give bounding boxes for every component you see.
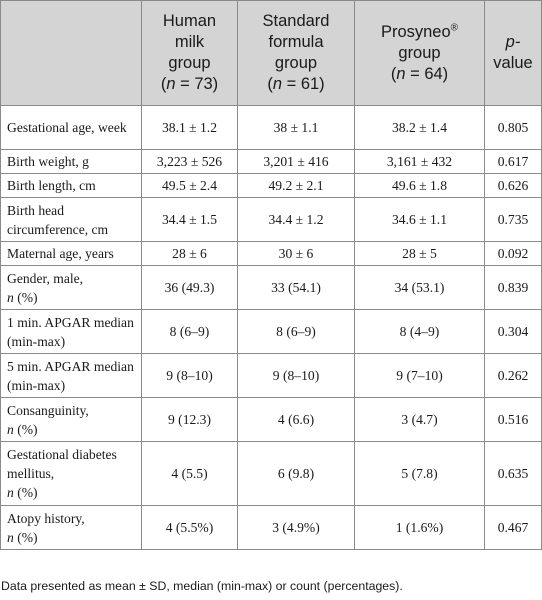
table-row: Birth head circumference, cm 34.4 ± 1.5 … [0, 197, 542, 242]
p-value-cell: 0.516 [484, 397, 542, 442]
header-human-milk-group: Human milk group (n = 73) [141, 0, 238, 106]
p-value-cell: 0.735 [484, 197, 542, 242]
p-value-cell: 0.467 [484, 505, 542, 550]
standard-formula-value: 3 (4.9%) [237, 505, 355, 550]
p-value-cell: 0.839 [484, 265, 542, 310]
prosyneo-value: 34 (53.1) [354, 265, 485, 310]
standard-formula-value: 6 (9.8) [237, 441, 355, 506]
prosyneo-value: 3 (4.7) [354, 397, 485, 442]
p-value-cell: 0.304 [484, 309, 542, 354]
prosyneo-value: 8 (4–9) [354, 309, 485, 354]
table-row: Gestational age, week 38.1 ± 1.2 38 ± 1.… [0, 105, 542, 150]
standard-formula-value: 9 (8–10) [237, 353, 355, 398]
human-milk-value: 38.1 ± 1.2 [141, 105, 238, 150]
registered-mark: ® [450, 22, 459, 33]
prosyneo-value: 34.6 ± 1.1 [354, 197, 485, 242]
p-value-cell: 0.092 [484, 241, 542, 266]
table-footnote: Data presented as mean ± SD, median (min… [1, 579, 403, 593]
prosyneo-value: 1 (1.6%) [354, 505, 485, 550]
row-label: Maternal age, years [0, 241, 142, 266]
row-label: Birth weight, g [0, 149, 142, 174]
row-label: Gender, male, n (%) [0, 265, 142, 310]
table-row: Birth length, cm 49.5 ± 2.4 49.2 ± 2.1 4… [0, 173, 542, 198]
human-milk-value: 8 (6–9) [141, 309, 238, 354]
standard-formula-value: 3,201 ± 416 [237, 149, 355, 174]
table-row: Gender, male, n (%) 36 (49.3) 33 (54.1) 3… [0, 265, 542, 310]
row-label: Consanguinity, n (%) [0, 397, 142, 442]
header-empty-cell [0, 0, 142, 106]
prosyneo-value: 3,161 ± 432 [354, 149, 485, 174]
human-milk-value: 9 (8–10) [141, 353, 238, 398]
table-row: Consanguinity, n (%) 9 (12.3) 4 (6.6) 3 (… [0, 397, 542, 442]
row-label: 1 min. APGAR median (min-max) [0, 309, 142, 354]
header-p-value: p- value [484, 0, 542, 106]
prosyneo-value: 9 (7–10) [354, 353, 485, 398]
prosyneo-value: 28 ± 5 [354, 241, 485, 266]
table-row: Maternal age, years 28 ± 6 30 ± 6 28 ± 5… [0, 241, 542, 266]
row-label: Gestational age, week [0, 105, 142, 150]
p-value-cell: 0.262 [484, 353, 542, 398]
human-milk-value: 3,223 ± 526 [141, 149, 238, 174]
table-row: 1 min. APGAR median (min-max) 8 (6–9) 8 … [0, 309, 542, 354]
standard-formula-value: 49.2 ± 2.1 [237, 173, 355, 198]
row-label: Gestational diabetes mellitus, n (%) [0, 441, 142, 506]
human-milk-value: 36 (49.3) [141, 265, 238, 310]
standard-formula-value: 30 ± 6 [237, 241, 355, 266]
human-milk-value: 28 ± 6 [141, 241, 238, 266]
header-prosyneo-group: Prosyneo® group (n = 64) [354, 0, 485, 106]
header-standard-formula-group: Standard formula group (n = 61) [237, 0, 355, 106]
human-milk-value: 34.4 ± 1.5 [141, 197, 238, 242]
header-row: Human milk group (n = 73) Standard formu… [0, 0, 542, 106]
prosyneo-value: 38.2 ± 1.4 [354, 105, 485, 150]
row-label: Birth head circumference, cm [0, 197, 142, 242]
table-row: 5 min. APGAR median (min-max) 9 (8–10) 9… [0, 353, 542, 398]
row-label: Birth length, cm [0, 173, 142, 198]
p-value-cell: 0.617 [484, 149, 542, 174]
row-label: 5 min. APGAR median (min-max) [0, 353, 142, 398]
human-milk-value: 4 (5.5%) [141, 505, 238, 550]
p-value-cell: 0.635 [484, 441, 542, 506]
standard-formula-value: 34.4 ± 1.2 [237, 197, 355, 242]
prosyneo-value: 5 (7.8) [354, 441, 485, 506]
human-milk-value: 49.5 ± 2.4 [141, 173, 238, 198]
row-label: Atopy history, n (%) [0, 505, 142, 550]
p-value-cell: 0.626 [484, 173, 542, 198]
human-milk-value: 9 (12.3) [141, 397, 238, 442]
table-container: Human milk group (n = 73) Standard formu… [0, 0, 542, 550]
table-row: Birth weight, g 3,223 ± 526 3,201 ± 416 … [0, 149, 542, 174]
human-milk-value: 4 (5.5) [141, 441, 238, 506]
standard-formula-value: 4 (6.6) [237, 397, 355, 442]
table-row: Atopy history, n (%) 4 (5.5%) 3 (4.9%) 1 … [0, 505, 542, 550]
prosyneo-value: 49.6 ± 1.8 [354, 173, 485, 198]
p-value-cell: 0.805 [484, 105, 542, 150]
standard-formula-value: 8 (6–9) [237, 309, 355, 354]
baseline-characteristics-table: Human milk group (n = 73) Standard formu… [0, 0, 542, 550]
standard-formula-value: 33 (54.1) [237, 265, 355, 310]
table-row: Gestational diabetes mellitus, n (%) 4 (5… [0, 441, 542, 506]
standard-formula-value: 38 ± 1.1 [237, 105, 355, 150]
